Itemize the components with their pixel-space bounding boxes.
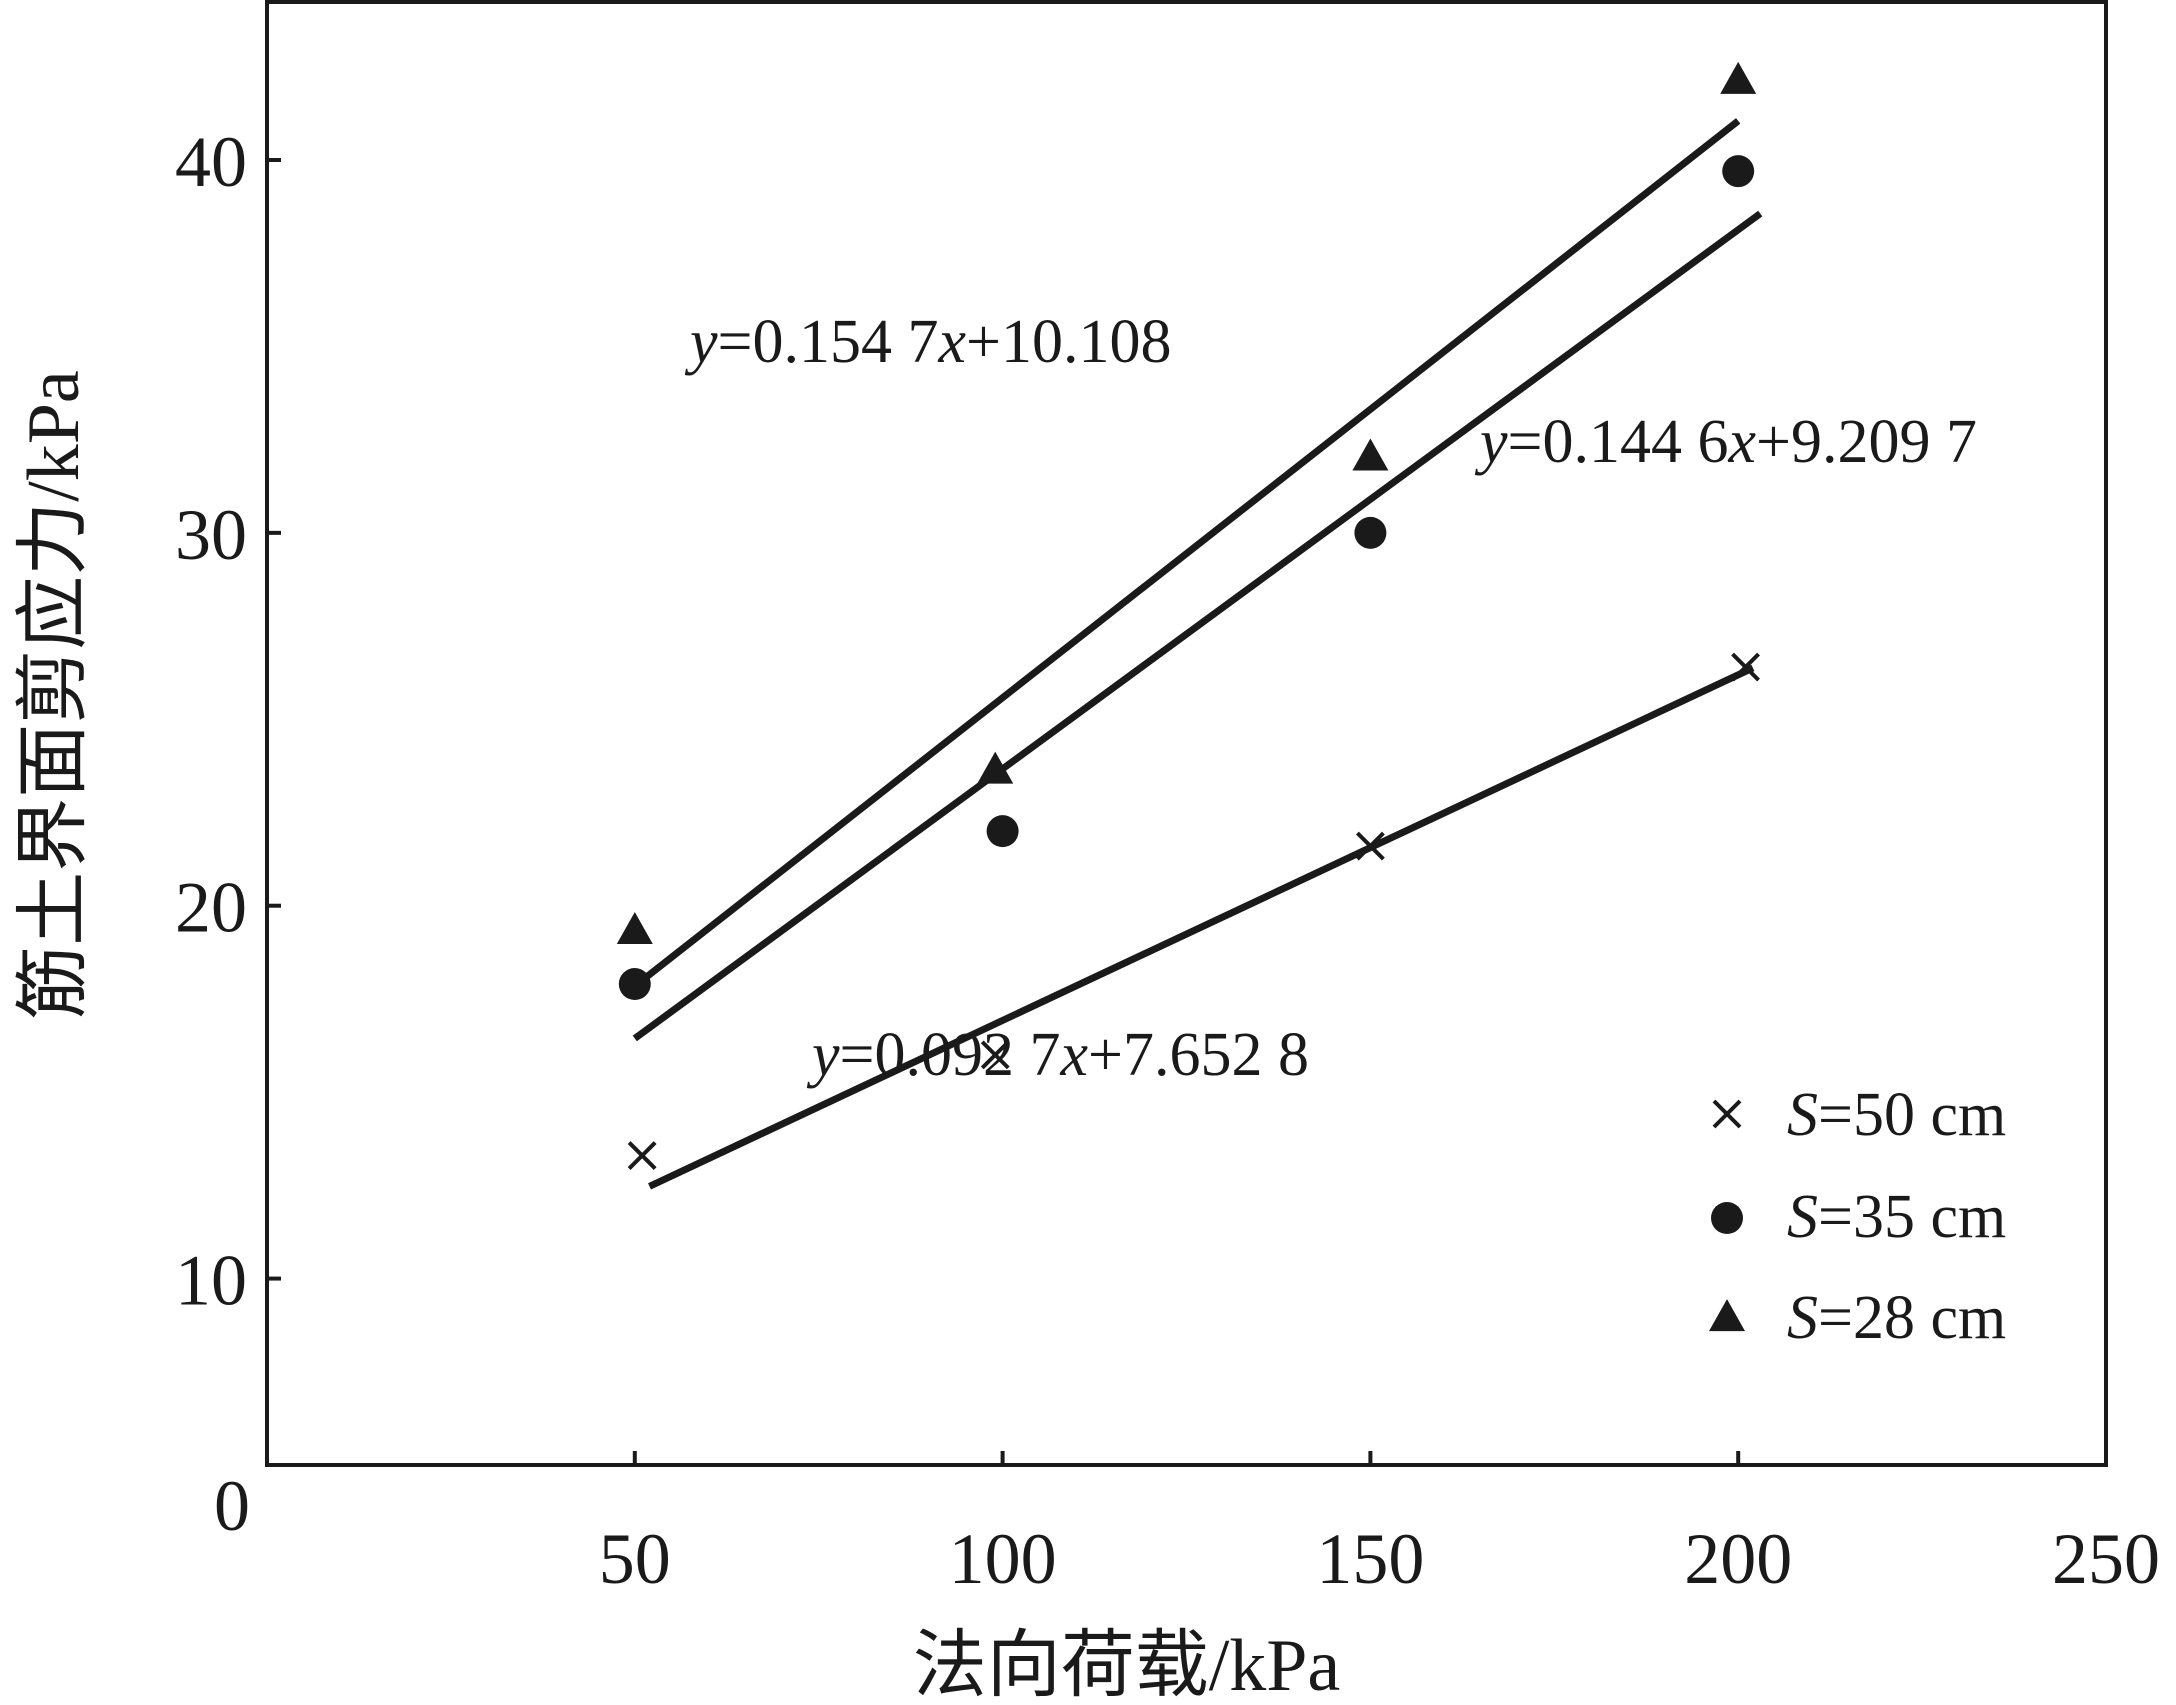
data-point <box>1731 652 1760 682</box>
axis-tick-labels: 50 100 150 200 250 10 20 30 40 <box>175 122 2160 1599</box>
fit-lines <box>632 118 1763 1190</box>
data-point <box>1720 61 1757 94</box>
data-point <box>1722 155 1755 188</box>
x-tick-label: 250 <box>2052 1519 2160 1599</box>
y-tick-label: 40 <box>175 122 247 202</box>
legend-label: S=28 cm <box>1787 1284 2006 1352</box>
y-tick-label: 30 <box>175 495 247 575</box>
y-tick-label: 10 <box>175 1241 247 1321</box>
x-tick-label: 100 <box>949 1519 1057 1599</box>
legend-label: S=50 cm <box>1787 1081 2006 1149</box>
legend-marker <box>1712 1099 1742 1129</box>
x-axis-title: 法向荷载/kPa <box>913 1625 1341 1705</box>
legend-item: S=50 cm <box>1712 1081 2006 1149</box>
data-point <box>627 1141 657 1170</box>
legend-item: S=35 cm <box>1711 1183 2006 1251</box>
fit-line <box>632 118 1741 989</box>
fit-line <box>632 210 1763 1042</box>
data-point <box>618 968 651 1001</box>
data-point <box>616 911 653 944</box>
equation-label: y=0.092 7x+7.652 8 <box>806 1021 1309 1089</box>
data-point <box>980 1040 1010 1070</box>
equation-label: y=0.154 7x+10.108 <box>684 308 1172 376</box>
equation-label: y=0.144 6x+9.209 7 <box>1474 408 1977 476</box>
axis-ticks <box>267 158 2108 1465</box>
x-tick-label: 150 <box>1316 1519 1424 1599</box>
y-axis-title: 筋土界面剪应力/kPa <box>13 370 95 1020</box>
legend-marker <box>1709 1299 1745 1332</box>
y-tick-label: 20 <box>175 868 247 948</box>
x-tick-label: 50 <box>599 1519 671 1599</box>
legend-label: S=35 cm <box>1787 1183 2006 1251</box>
legend-item: S=28 cm <box>1709 1284 2006 1352</box>
x-tick-label: 200 <box>1684 1519 1792 1599</box>
fit-line <box>648 664 1755 1190</box>
data-point <box>1352 438 1389 471</box>
data-point <box>1355 831 1385 861</box>
legend: S=50 cm S=35 cm S=28 cm <box>1709 1081 2006 1352</box>
data-points <box>616 61 1760 1170</box>
origin-label: 0 <box>214 1466 250 1546</box>
legend-marker <box>1711 1202 1743 1234</box>
equation-annotations: y=0.154 7x+10.108 y=0.144 6x+9.209 7 y=0.0… <box>684 308 1977 1089</box>
data-point <box>986 815 1019 848</box>
plot-frame <box>265 0 2108 1467</box>
data-point <box>1354 516 1387 549</box>
data-point <box>977 751 1014 784</box>
